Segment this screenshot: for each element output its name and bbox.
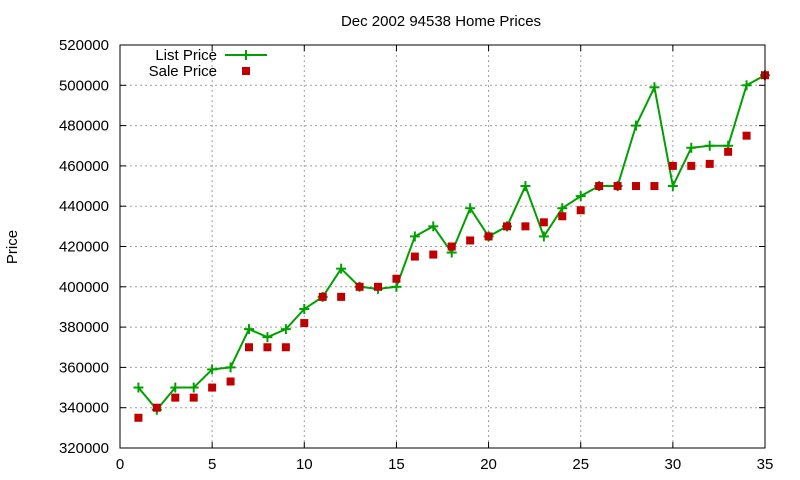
y-axis-label: Price [4, 230, 21, 264]
data-point-square [152, 403, 161, 412]
data-point-plus [262, 332, 273, 343]
data-point-square [632, 182, 640, 191]
data-point-square [171, 393, 180, 402]
data-point-square [558, 212, 567, 221]
data-point-plus [336, 263, 347, 274]
x-tick-label: 15 [388, 456, 405, 473]
plot-frame [119, 44, 766, 449]
data-point-square [189, 393, 198, 402]
data-point-square [374, 282, 382, 291]
x-tick-label: 35 [757, 456, 774, 473]
series-layer [133, 70, 770, 422]
tick-labels: 0 5 10 15 20 25 30 35 320000 340000 360000 380000 40… [59, 37, 773, 473]
data-point-plus [207, 364, 218, 375]
y-tick-label: 320000 [59, 440, 109, 457]
data-point-square [705, 159, 714, 168]
data-point-plus [170, 382, 181, 393]
data-point-square [263, 343, 272, 352]
data-point-plus [409, 231, 420, 242]
data-point-square [724, 147, 733, 156]
data-point-plus [557, 203, 568, 214]
y-tick-label: 360000 [59, 359, 109, 376]
data-point-square [134, 413, 143, 422]
data-point-plus [686, 142, 697, 153]
data-point-plus [575, 191, 586, 202]
data-point-square [410, 252, 419, 261]
data-point-plus [649, 82, 660, 93]
series-list-price [133, 70, 770, 415]
data-point-square [392, 274, 401, 283]
data-point-square [742, 131, 751, 140]
data-point-square [355, 282, 364, 291]
data-point-plus [704, 140, 715, 151]
y-tick-label: 400000 [59, 279, 109, 296]
data-point-plus [667, 181, 678, 192]
data-point-plus [188, 382, 199, 393]
data-point-plus [299, 303, 310, 314]
data-point-square [466, 236, 475, 245]
x-tick-label: 30 [665, 456, 682, 473]
data-point-plus [741, 80, 752, 91]
data-point-square [503, 222, 511, 231]
data-point-square [595, 182, 604, 191]
data-point-square [539, 218, 548, 227]
data-point-square [521, 222, 530, 231]
y-tick-label: 420000 [59, 239, 109, 256]
y-tick-label: 440000 [59, 198, 109, 215]
data-point-plus [225, 362, 236, 373]
data-point-plus [631, 120, 641, 131]
data-point-square [429, 250, 438, 259]
legend-label: Sale Price [149, 63, 217, 80]
data-point-square [447, 242, 456, 251]
data-point-square [484, 232, 493, 241]
data-point-plus [428, 221, 439, 232]
y-tick-label: 500000 [59, 77, 109, 94]
data-point-square [576, 206, 585, 215]
x-tick-label: 25 [572, 456, 589, 473]
data-point-square [318, 292, 327, 301]
data-point-square [687, 161, 696, 170]
data-point-square [300, 319, 309, 328]
x-tick-label: 0 [116, 456, 124, 473]
data-point-plus [391, 281, 402, 292]
data-point-square [337, 292, 346, 301]
legend-label: List Price [155, 47, 217, 64]
grid [120, 45, 765, 448]
series-sale-price [134, 71, 769, 422]
data-point-plus [244, 324, 254, 335]
data-point-square [208, 383, 217, 392]
data-point-square [650, 182, 659, 191]
data-point-square [245, 343, 253, 352]
data-point-square [281, 343, 290, 352]
data-point-square [613, 182, 622, 191]
data-point-plus [538, 231, 549, 242]
data-point-square [668, 161, 677, 170]
data-point-square [242, 67, 250, 75]
x-tick-label: 20 [480, 456, 497, 473]
data-point-plus [520, 181, 531, 192]
x-tick-label: 10 [296, 456, 313, 473]
y-tick-label: 380000 [59, 319, 109, 336]
chart-title: Dec 2002 94538 Home Prices [341, 13, 541, 30]
data-point-plus [133, 382, 144, 393]
data-point-square [226, 377, 235, 386]
y-tick-label: 340000 [59, 400, 109, 417]
data-point-plus [241, 50, 251, 60]
data-point-plus [280, 324, 291, 335]
y-tick-label: 520000 [59, 37, 109, 54]
y-tick-label: 480000 [59, 118, 109, 135]
y-tick-label: 460000 [59, 158, 109, 175]
data-point-plus [465, 203, 476, 214]
x-tick-label: 5 [208, 456, 216, 473]
